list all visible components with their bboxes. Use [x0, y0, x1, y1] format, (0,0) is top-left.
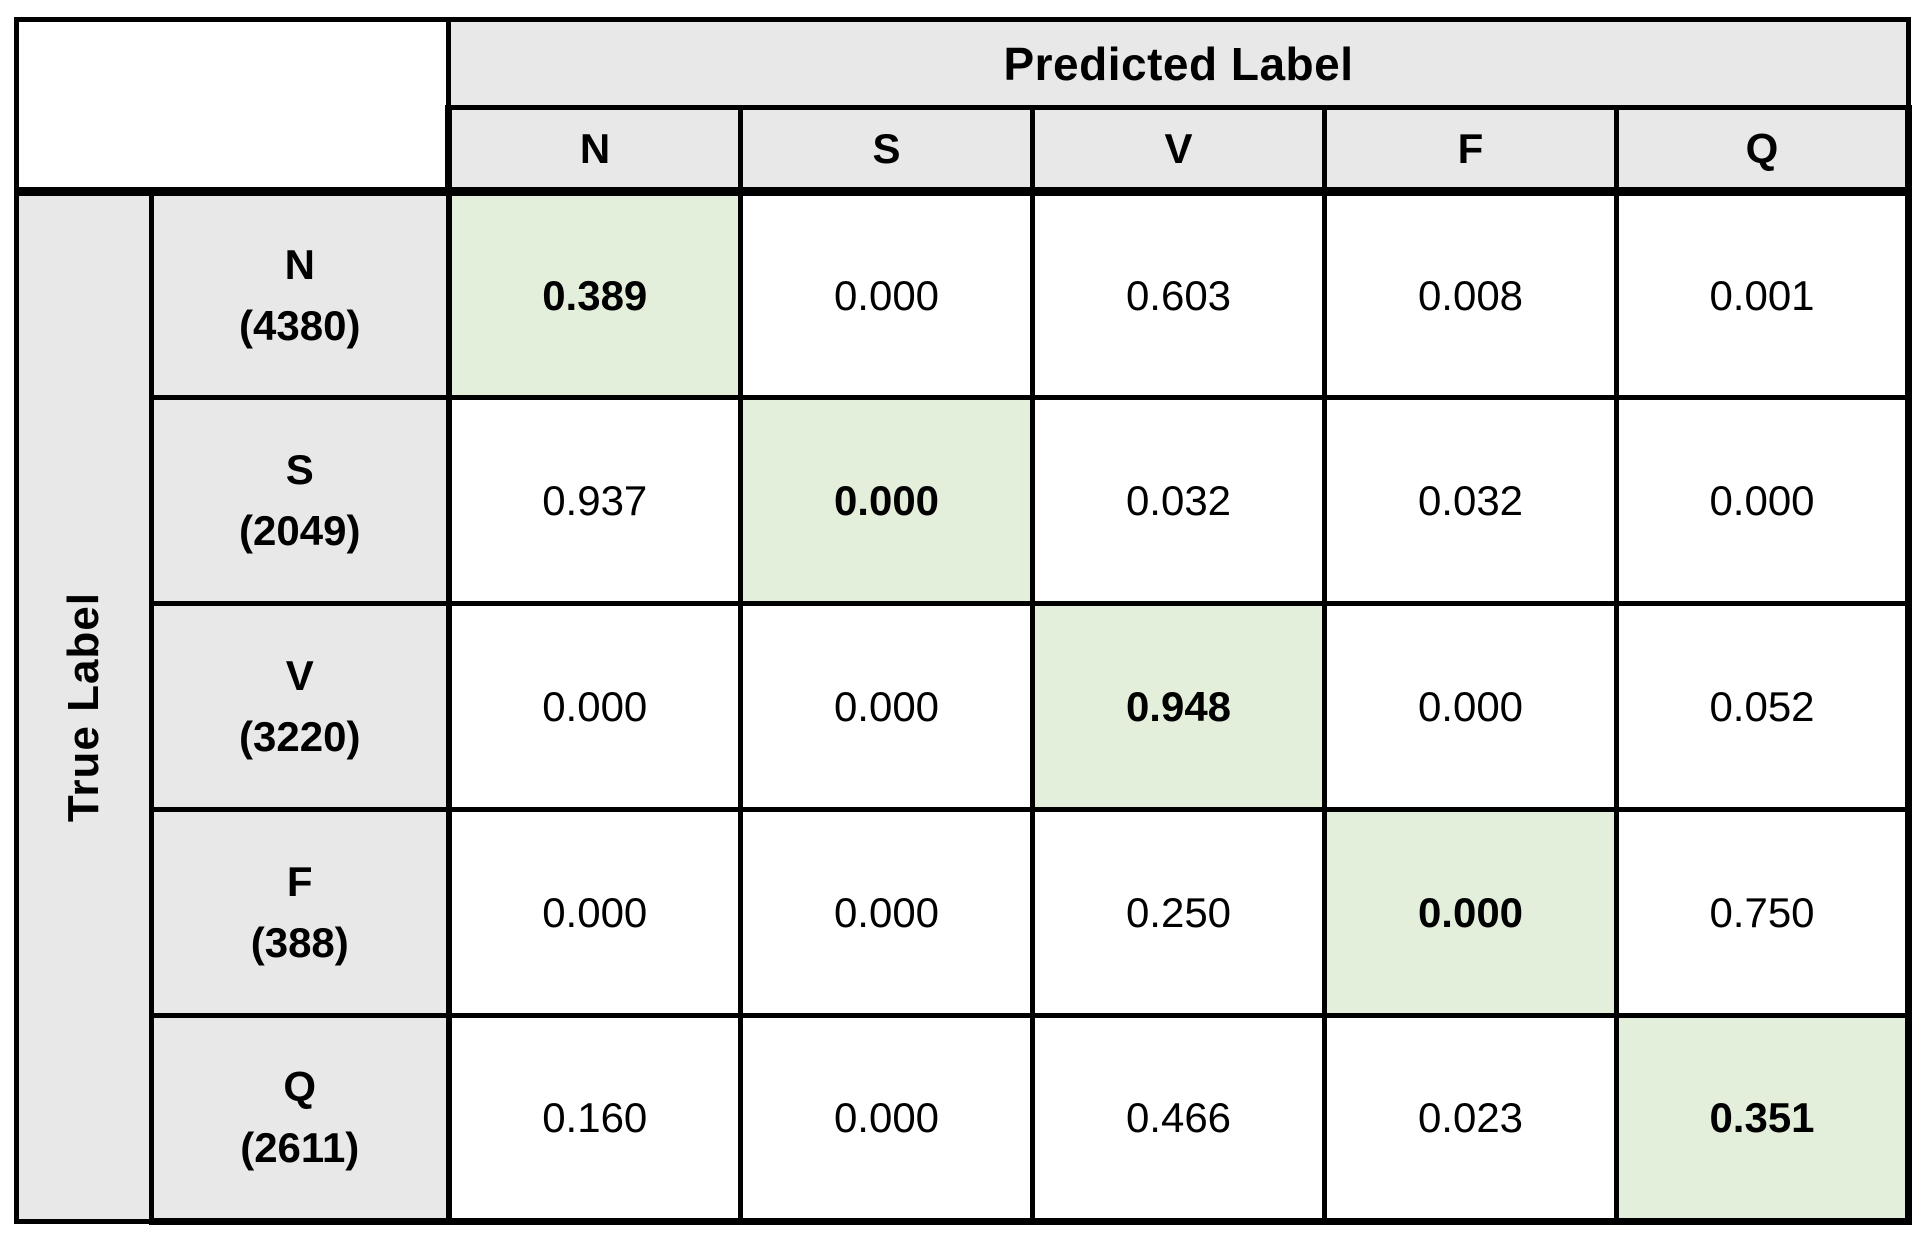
table-row-n: True Label N (4380) 0.389 0.000 0.603 0.…: [14, 187, 1912, 1224]
row-count: (4380): [239, 301, 361, 349]
col-header-s: S: [738, 105, 1035, 194]
predicted-label-row: Predicted Label: [14, 17, 1911, 194]
table-row-f: F (388) 0.000 0.000 0.250 0.000 0.750: [17, 807, 1912, 1018]
cell-s-f: 0.032: [1322, 395, 1619, 606]
cell-n-v: 0.603: [1030, 187, 1327, 400]
cell-v-v: 0.948: [1030, 601, 1327, 812]
cell-v-q: 0.052: [1614, 601, 1912, 812]
row-count: (388): [250, 918, 349, 966]
cell-f-f: 0.000: [1322, 807, 1619, 1018]
predicted-axis-label: Predicted Label: [446, 17, 1911, 110]
table-row-q: Q (2611) 0.160 0.000 0.466 0.023 0.351: [17, 1013, 1912, 1225]
cell-n-f: 0.008: [1322, 187, 1619, 400]
row-label: F: [286, 857, 313, 905]
cell-v-n: 0.000: [445, 601, 743, 812]
cell-s-n: 0.937: [445, 395, 743, 606]
row-count: (2049): [239, 506, 361, 554]
cell-q-q: 0.351: [1614, 1013, 1912, 1225]
cell-q-f: 0.023: [1322, 1013, 1619, 1225]
cell-f-s: 0.000: [738, 807, 1035, 1018]
true-axis-label-cell: True Label: [14, 187, 154, 1224]
row-header-f: F (388): [149, 807, 451, 1018]
column-header-row: N S V F Q: [17, 105, 1912, 194]
col-header-q: Q: [1614, 105, 1912, 194]
true-axis-label: True Label: [59, 592, 108, 823]
col-header-v: V: [1030, 105, 1327, 194]
cell-v-s: 0.000: [738, 601, 1035, 812]
cell-n-n: 0.389: [445, 187, 743, 400]
row-header-q: Q (2611): [149, 1013, 451, 1225]
row-header-n: N (4380): [149, 187, 451, 400]
cell-n-s: 0.000: [738, 187, 1035, 400]
cell-f-q: 0.750: [1614, 807, 1912, 1018]
row-header-s: S (2049): [149, 395, 451, 606]
cell-v-f: 0.000: [1322, 601, 1619, 812]
row-label: S: [285, 445, 314, 493]
corner-spacer: [14, 17, 451, 194]
cell-q-s: 0.000: [738, 1013, 1035, 1225]
table-row-v: V (3220) 0.000 0.000 0.948 0.000 0.052: [17, 601, 1912, 812]
cell-q-n: 0.160: [445, 1013, 743, 1225]
row-label: V: [285, 651, 314, 699]
cell-s-q: 0.000: [1614, 395, 1912, 606]
cell-s-v: 0.032: [1030, 395, 1327, 606]
col-header-f: F: [1322, 105, 1619, 194]
cell-q-v: 0.466: [1030, 1013, 1327, 1225]
cell-f-n: 0.000: [445, 807, 743, 1018]
row-header-v: V (3220): [149, 601, 451, 812]
col-header-n: N: [445, 105, 743, 194]
row-label: N: [284, 240, 315, 288]
row-count: (2611): [240, 1124, 360, 1171]
cell-n-q: 0.001: [1614, 187, 1912, 400]
table-row-s: S (2049) 0.937 0.000 0.032 0.032 0.000: [17, 395, 1912, 606]
row-label: Q: [283, 1063, 317, 1111]
row-count: (3220): [239, 712, 361, 760]
confusion-matrix-table: Predicted Label N S V F Q True Label N (…: [14, 17, 1912, 1225]
cell-f-v: 0.250: [1030, 807, 1327, 1018]
cell-s-s: 0.000: [738, 395, 1035, 606]
